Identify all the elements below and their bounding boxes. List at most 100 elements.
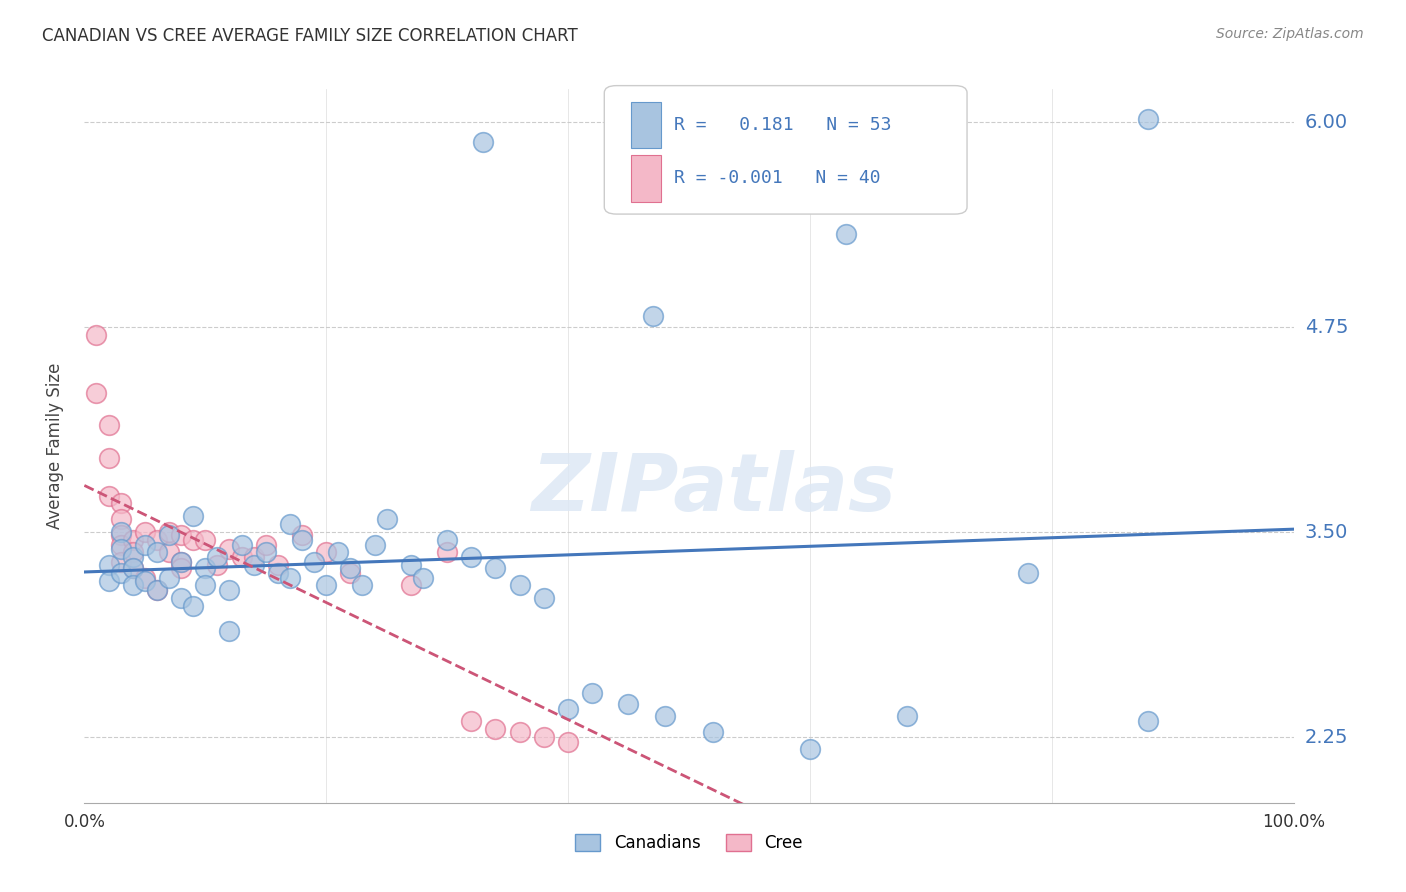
Point xyxy=(702,725,724,739)
Point xyxy=(291,528,314,542)
Text: CANADIAN VS CREE AVERAGE FAMILY SIZE CORRELATION CHART: CANADIAN VS CREE AVERAGE FAMILY SIZE COR… xyxy=(42,27,578,45)
Point xyxy=(557,702,579,716)
Point xyxy=(134,538,156,552)
Point xyxy=(170,591,193,605)
Point xyxy=(557,735,579,749)
Point xyxy=(146,545,169,559)
Point xyxy=(181,599,204,613)
Point xyxy=(121,533,143,548)
Point xyxy=(170,528,193,542)
Point xyxy=(218,624,240,638)
Point xyxy=(121,545,143,559)
Point xyxy=(110,555,132,569)
Point xyxy=(134,574,156,589)
Point xyxy=(110,525,132,540)
Point xyxy=(121,577,143,591)
Point xyxy=(134,525,156,540)
Point xyxy=(170,555,193,569)
Y-axis label: Average Family Size: Average Family Size xyxy=(45,363,63,529)
Point xyxy=(339,566,361,581)
Point xyxy=(121,549,143,564)
Point xyxy=(97,489,120,503)
Legend: Canadians, Cree: Canadians, Cree xyxy=(569,827,808,859)
Point xyxy=(581,686,603,700)
Point xyxy=(170,561,193,575)
Point xyxy=(181,533,204,548)
Point xyxy=(97,558,120,572)
Point xyxy=(835,227,858,241)
Point xyxy=(641,309,664,323)
Point xyxy=(110,541,132,556)
Point xyxy=(146,582,169,597)
Point xyxy=(278,571,301,585)
Point xyxy=(363,538,385,552)
Point xyxy=(436,545,458,559)
Point xyxy=(194,577,217,591)
Point xyxy=(110,495,132,509)
Point xyxy=(315,577,337,591)
Point xyxy=(218,582,240,597)
Point xyxy=(436,533,458,548)
Point xyxy=(97,451,120,466)
Point xyxy=(181,508,204,523)
Point xyxy=(110,538,132,552)
Point xyxy=(799,741,821,756)
Point xyxy=(654,709,676,723)
Point xyxy=(157,525,180,540)
Point xyxy=(484,561,506,575)
Text: 6.00: 6.00 xyxy=(1305,112,1348,131)
Point xyxy=(1137,112,1160,126)
Point xyxy=(896,709,918,723)
Point xyxy=(375,512,398,526)
Point xyxy=(1017,566,1039,581)
Point xyxy=(533,730,555,744)
Point xyxy=(328,545,350,559)
Point xyxy=(242,549,264,564)
Point xyxy=(460,714,482,728)
Text: 2.25: 2.25 xyxy=(1305,728,1348,747)
Point xyxy=(121,561,143,575)
Point xyxy=(170,555,193,569)
Text: 3.50: 3.50 xyxy=(1305,523,1348,541)
Point xyxy=(254,545,277,559)
Point xyxy=(157,545,180,559)
Point xyxy=(399,577,422,591)
Point xyxy=(399,558,422,572)
Text: 4.75: 4.75 xyxy=(1305,318,1348,336)
Point xyxy=(278,516,301,531)
Point xyxy=(533,591,555,605)
Point xyxy=(86,385,108,400)
Point xyxy=(194,533,217,548)
Point xyxy=(509,725,531,739)
Point xyxy=(110,512,132,526)
Point xyxy=(231,549,253,564)
Point xyxy=(484,722,506,736)
Point xyxy=(291,533,314,548)
Point xyxy=(509,577,531,591)
Point xyxy=(302,555,325,569)
Point xyxy=(134,571,156,585)
Point xyxy=(97,574,120,589)
Point xyxy=(617,698,640,712)
Point xyxy=(231,538,253,552)
Point xyxy=(110,566,132,581)
Point xyxy=(460,549,482,564)
Point xyxy=(121,561,143,575)
Text: R =   0.181   N = 53: R = 0.181 N = 53 xyxy=(675,116,891,134)
Text: ZIPatlas: ZIPatlas xyxy=(530,450,896,528)
Point xyxy=(412,571,434,585)
FancyBboxPatch shape xyxy=(631,102,661,148)
Point xyxy=(157,528,180,542)
Point xyxy=(157,571,180,585)
Point xyxy=(194,561,217,575)
Point xyxy=(267,558,290,572)
Text: R = -0.001   N = 40: R = -0.001 N = 40 xyxy=(675,169,882,187)
Point xyxy=(315,545,337,559)
FancyBboxPatch shape xyxy=(605,86,967,214)
Point xyxy=(146,533,169,548)
Text: Source: ZipAtlas.com: Source: ZipAtlas.com xyxy=(1216,27,1364,41)
Point xyxy=(97,418,120,433)
Point xyxy=(1137,714,1160,728)
Point xyxy=(472,135,495,149)
Point xyxy=(207,558,229,572)
